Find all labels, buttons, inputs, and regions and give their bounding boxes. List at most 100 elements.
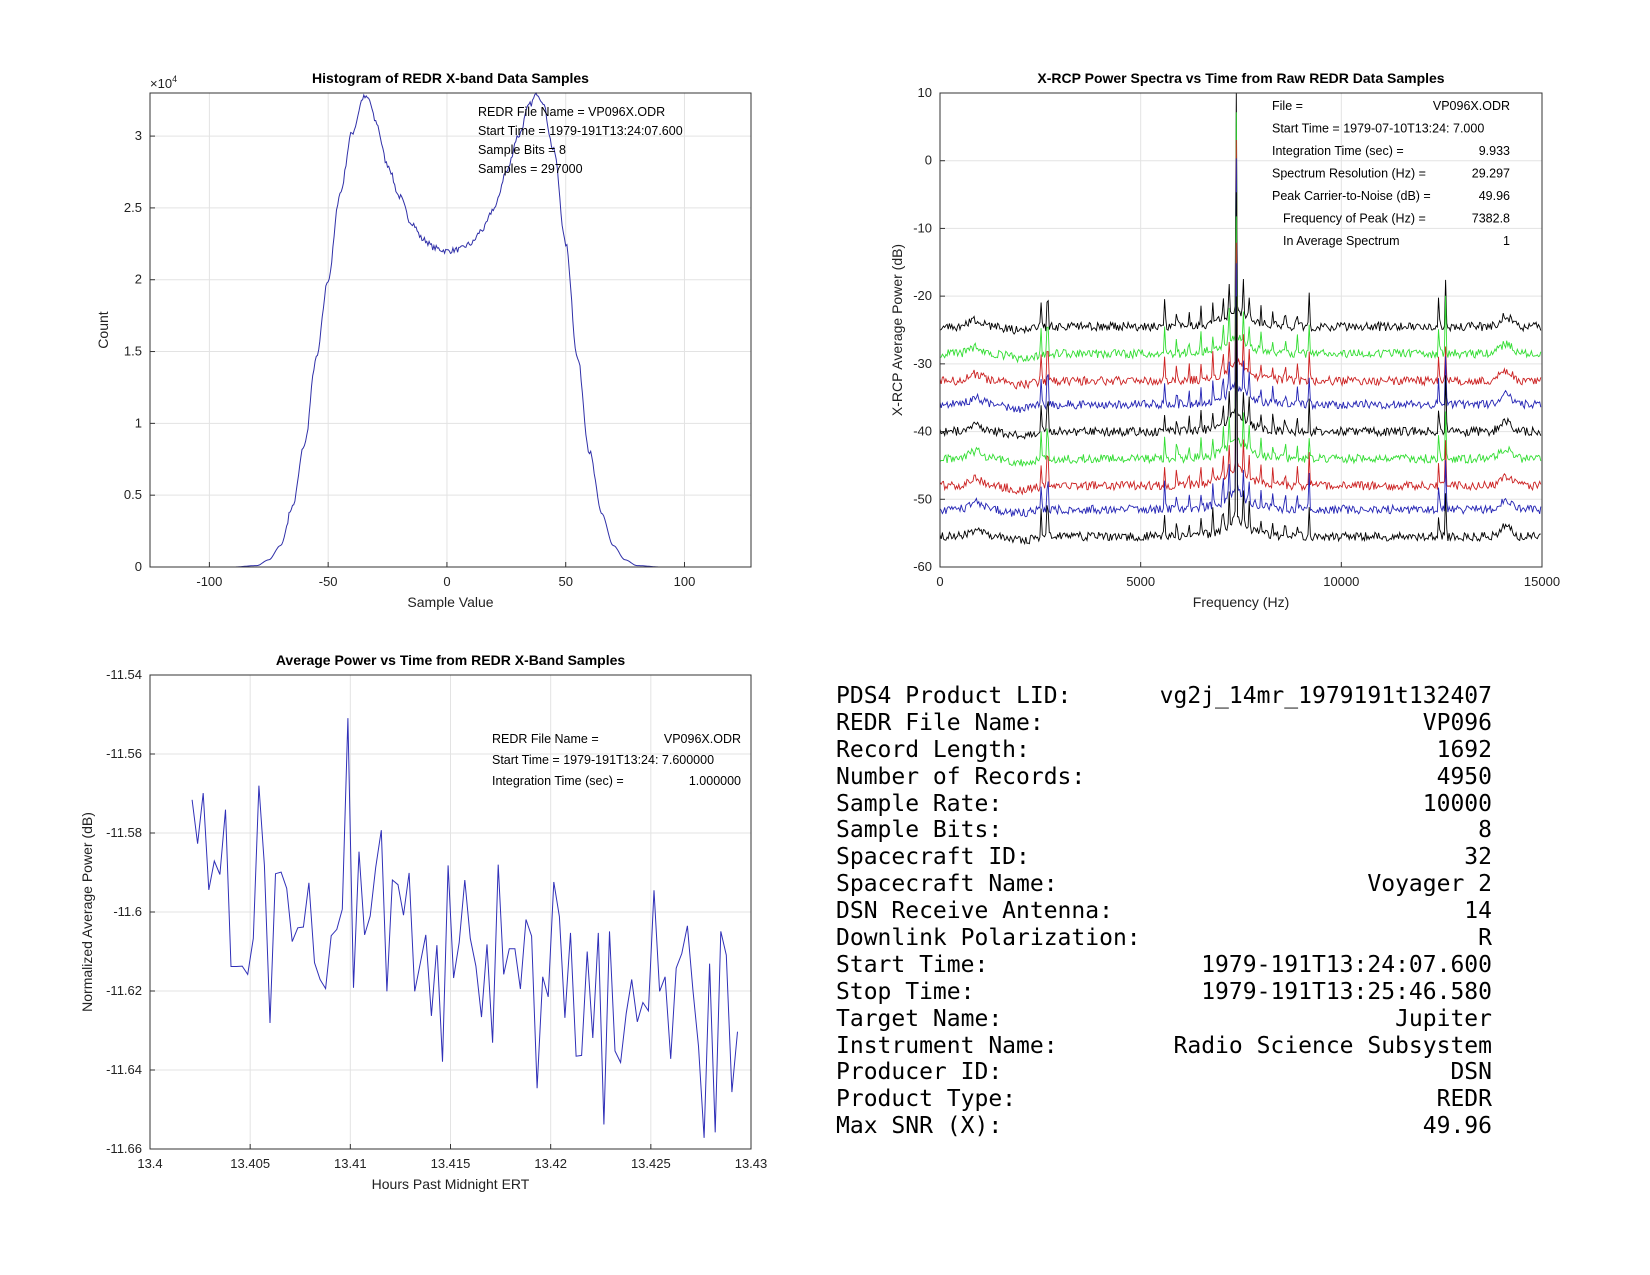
info-label: Product Type: bbox=[836, 1086, 1017, 1113]
annotation-text: Start Time = 1979-191T13:24:07.600 bbox=[478, 124, 683, 138]
info-row: Producer ID: DSN bbox=[836, 1059, 1492, 1086]
annotation-label: Peak Carrier-to-Noise (dB) = bbox=[1272, 189, 1431, 203]
spectrum-trace bbox=[939, 296, 1541, 546]
axes-frame bbox=[149, 674, 752, 1150]
y-exponent-power: 4 bbox=[172, 74, 177, 84]
y-tick-label: -11.58 bbox=[106, 825, 142, 840]
y-axis-label: Count bbox=[95, 311, 111, 348]
x-tick-label: 13.43 bbox=[735, 1156, 768, 1171]
y-tick-label: -11.54 bbox=[106, 667, 142, 682]
info-row: Target Name: Jupiter bbox=[836, 1006, 1492, 1033]
info-value: 1979-191T13:24:07.600 bbox=[1201, 951, 1492, 978]
info-label: PDS4 Product LID: bbox=[836, 683, 1072, 709]
y-tick-label: -30 bbox=[913, 356, 932, 371]
y-axis-label: Normalized Average Power (dB) bbox=[79, 812, 95, 1012]
annotation-value: 1 bbox=[1503, 234, 1510, 248]
x-tick-label: 0 bbox=[936, 574, 943, 589]
annotation-value: VP096X.ODR bbox=[664, 732, 741, 746]
info-value: VP096 bbox=[1422, 709, 1492, 736]
y-axis-label: X-RCP Average Power (dB) bbox=[889, 244, 905, 416]
chart-title: Average Power vs Time from REDR X-Band S… bbox=[276, 652, 626, 668]
annotation-label: Start Time = 1979-07-10T13:24: 7.000 bbox=[1272, 122, 1484, 136]
info-value: 1692 bbox=[1436, 736, 1492, 763]
y-tick-label: 2 bbox=[135, 272, 142, 287]
spectrum-trace bbox=[939, 216, 1542, 467]
y-tick-label: -11.56 bbox=[106, 746, 142, 761]
info-label: Target Name: bbox=[836, 1005, 1003, 1032]
info-label: DSN Receive Antenna: bbox=[836, 898, 1113, 925]
info-row: Number of Records: 4950 bbox=[836, 764, 1492, 791]
annotation-value: 7382.8 bbox=[1472, 212, 1510, 226]
info-value: R bbox=[1478, 925, 1492, 952]
product-info-table: PDS4 Product LID: vg2j_14mr_1979191t13240… bbox=[836, 683, 1492, 1140]
y-tick-label: -50 bbox=[913, 491, 932, 506]
x-tick-label: 0 bbox=[443, 574, 450, 589]
spectrum-trace bbox=[939, 242, 1542, 496]
info-label: Producer ID: bbox=[836, 1059, 1003, 1086]
info-row: Spacecraft Name: Voyager 2 bbox=[836, 871, 1492, 898]
y-tick-label: 2.5 bbox=[124, 200, 142, 215]
info-row: DSN Receive Antenna: 14 bbox=[836, 898, 1492, 925]
annotation-label: Integration Time (sec) = bbox=[1272, 144, 1404, 158]
annotation-label: Integration Time (sec) = bbox=[492, 774, 624, 788]
y-tick-label: 0.5 bbox=[124, 487, 142, 502]
y-tick-label: 10 bbox=[918, 85, 932, 100]
info-label: Instrument Name: bbox=[836, 1032, 1058, 1059]
x-tick-label: 50 bbox=[558, 574, 572, 589]
info-value: 14 bbox=[1464, 898, 1492, 925]
x-tick-label: 13.405 bbox=[230, 1156, 270, 1171]
info-label: Record Length: bbox=[836, 736, 1030, 763]
y-tick-label: -11.62 bbox=[106, 983, 142, 998]
x-tick-label: -50 bbox=[319, 574, 338, 589]
info-value: REDR bbox=[1436, 1086, 1492, 1113]
info-label: REDR File Name: bbox=[836, 709, 1044, 736]
x-axis-label: Hours Past Midnight ERT bbox=[372, 1176, 530, 1192]
info-row: Sample Rate: 10000 bbox=[836, 791, 1492, 818]
spectrum-trace bbox=[939, 263, 1542, 518]
annotation-value: 29.297 bbox=[1472, 167, 1510, 181]
y-tick-label: -10 bbox=[913, 220, 932, 235]
info-row: Record Length: 1692 bbox=[836, 737, 1492, 764]
info-value: 4950 bbox=[1436, 763, 1492, 790]
info-row: Max SNR (X): 49.96 bbox=[836, 1113, 1492, 1140]
histogram-line bbox=[233, 91, 661, 568]
average-power-line bbox=[191, 718, 738, 1138]
info-label: Stop Time: bbox=[836, 978, 975, 1005]
info-value: Jupiter bbox=[1395, 1005, 1492, 1032]
info-label: Spacecraft ID: bbox=[836, 844, 1030, 871]
info-row: Spacecraft ID: 32 bbox=[836, 844, 1492, 871]
info-value: vg2j_14mr_1979191t132407 bbox=[1159, 683, 1492, 709]
axes-frame bbox=[939, 92, 1543, 568]
info-row: Instrument Name: Radio Science Subsystem bbox=[836, 1033, 1492, 1060]
x-tick-label: 15000 bbox=[1524, 574, 1560, 589]
info-value: Voyager 2 bbox=[1367, 871, 1492, 898]
spectrum-trace bbox=[939, 112, 1542, 364]
annotation-value: VP096X.ODR bbox=[1433, 99, 1510, 113]
annotation-value: 9.933 bbox=[1479, 144, 1510, 158]
info-row: Product Type: REDR bbox=[836, 1086, 1492, 1113]
x-tick-label: 13.425 bbox=[631, 1156, 671, 1171]
annotation-label: REDR File Name = bbox=[492, 732, 599, 746]
y-tick-label: -60 bbox=[913, 559, 932, 574]
annotation-label: In Average Spectrum bbox=[1283, 234, 1400, 248]
chart-title: Histogram of REDR X-band Data Samples bbox=[312, 70, 589, 86]
annotation-label: File = bbox=[1272, 99, 1303, 113]
info-row: Stop Time: 1979-191T13:25:46.580 bbox=[836, 979, 1492, 1006]
y-tick-label: 0 bbox=[135, 559, 142, 574]
x-tick-label: 13.415 bbox=[431, 1156, 471, 1171]
annotation-label: Frequency of Peak (Hz) = bbox=[1283, 212, 1426, 226]
annotation-text: Samples = 297000 bbox=[478, 162, 583, 176]
x-tick-label: 13.41 bbox=[334, 1156, 367, 1171]
y-tick-label: 0 bbox=[925, 153, 932, 168]
annotation-label: Start Time = 1979-191T13:24: 7.600000 bbox=[492, 753, 714, 767]
y-tick-label: 1.5 bbox=[124, 344, 142, 359]
annotation-text: REDR File Name = VP096X.ODR bbox=[478, 105, 665, 119]
y-tick-label: -40 bbox=[913, 424, 932, 439]
info-row: Downlink Polarization: R bbox=[836, 925, 1492, 952]
info-row: REDR File Name: VP096 bbox=[836, 710, 1492, 737]
y-tick-label: 3 bbox=[135, 128, 142, 143]
info-label: Sample Rate: bbox=[836, 790, 1003, 817]
spectrum-trace bbox=[939, 139, 1542, 390]
info-value: Radio Science Subsystem bbox=[1173, 1032, 1493, 1059]
